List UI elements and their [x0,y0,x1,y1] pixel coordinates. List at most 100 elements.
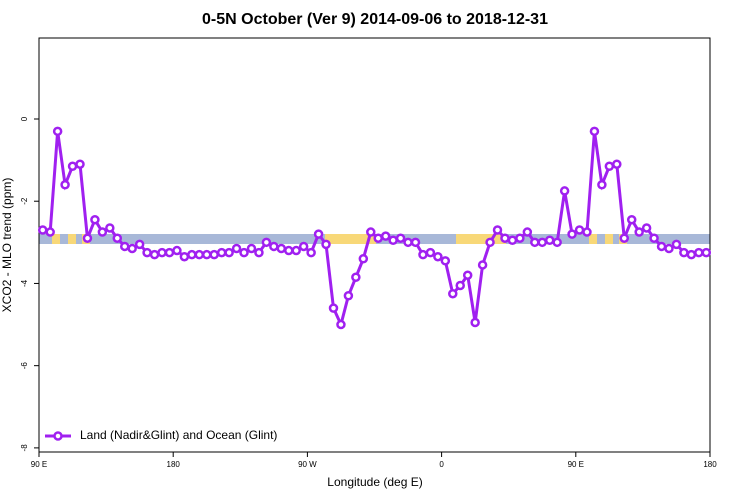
data-point [112,233,123,243]
legend-label: Land (Nadir&Glint) and Ocean (Glint) [80,428,277,442]
data-point [269,241,279,252]
y-tick-label: -4 [20,279,29,287]
data-point [433,251,443,262]
data-point [105,223,115,233]
data-point [276,243,287,254]
y-tick-label: -6 [20,362,29,370]
x-tick-label: 180 [703,460,717,469]
data-point [291,245,301,256]
data-point [582,227,592,237]
data-point [388,235,398,246]
data-point [164,247,175,258]
data-point [298,241,309,252]
data-point [515,233,525,243]
data-point [194,249,205,260]
data-point [366,227,376,237]
land-band [589,234,597,244]
data-point [448,288,458,299]
data-point [261,237,272,248]
land-band [456,234,506,244]
data-point [328,303,339,313]
data-point [127,243,137,254]
data-point [686,249,697,260]
data-point [82,233,93,243]
data-point [224,247,234,258]
data-point [559,186,570,196]
data-point [485,237,495,248]
data-point [455,280,465,291]
data-point [477,260,488,270]
data-point [597,180,607,190]
data-point [619,233,630,243]
x-tick-label: 180 [167,460,181,469]
x-tick-label: 90 E [31,460,47,469]
data-point [306,247,316,258]
data-point [574,225,585,235]
land-band [325,234,376,244]
data-point [60,180,70,190]
data-point [321,239,331,250]
data-point [179,251,190,262]
data-point [641,223,652,233]
data-point [142,247,152,258]
y-axis-title: XCO2 - MLO trend (ppm) [0,178,14,313]
data-point [522,227,533,237]
data-point [202,249,212,260]
data-point [537,237,547,248]
land-band [52,234,60,244]
data-point [254,247,264,258]
data-point [634,227,644,237]
data-point [656,241,667,252]
data-point [425,247,436,258]
data-point [507,235,518,246]
data-point [530,237,540,248]
y-tick-label: -8 [20,444,29,452]
data-point [149,249,160,260]
data-point [284,245,294,256]
data-point [351,272,361,283]
data-point [671,239,682,250]
series-line [42,131,707,330]
data-point [157,247,167,258]
plot-frame [38,37,711,453]
data-point [604,161,615,172]
data-point [418,249,428,260]
data-point [612,159,622,169]
data-point [395,233,406,243]
data-point [343,291,354,301]
data-point [52,126,63,137]
data-point [694,247,704,258]
data-point [544,235,555,246]
data-point [701,247,712,258]
data-point [552,237,562,248]
y-tick-label: -2 [20,197,29,205]
data-point [649,233,659,243]
data-point [589,126,600,137]
data-point [403,237,413,248]
data-point [567,229,577,239]
x-tick-label: 90 W [298,460,317,469]
data-point [336,319,346,330]
data-point [216,247,227,258]
data-point [410,237,421,248]
data-point [37,225,48,235]
data-point [119,241,130,252]
data-point [470,317,480,328]
data-point [45,227,55,237]
data-point [75,159,85,169]
x-axis-title: Longitude (deg E) [327,475,422,489]
data-point [134,239,145,250]
data-point [492,225,503,235]
x-tick-label: 90 E [568,460,584,469]
data-point [209,249,219,260]
data-point [246,243,257,254]
data-point [313,229,324,239]
y-tick-label: 0 [20,116,29,121]
land-band [68,234,76,244]
legend-marker [53,431,63,441]
data-point [239,247,249,258]
land-band [605,234,613,244]
data-point [67,161,78,172]
data-point [172,245,182,256]
